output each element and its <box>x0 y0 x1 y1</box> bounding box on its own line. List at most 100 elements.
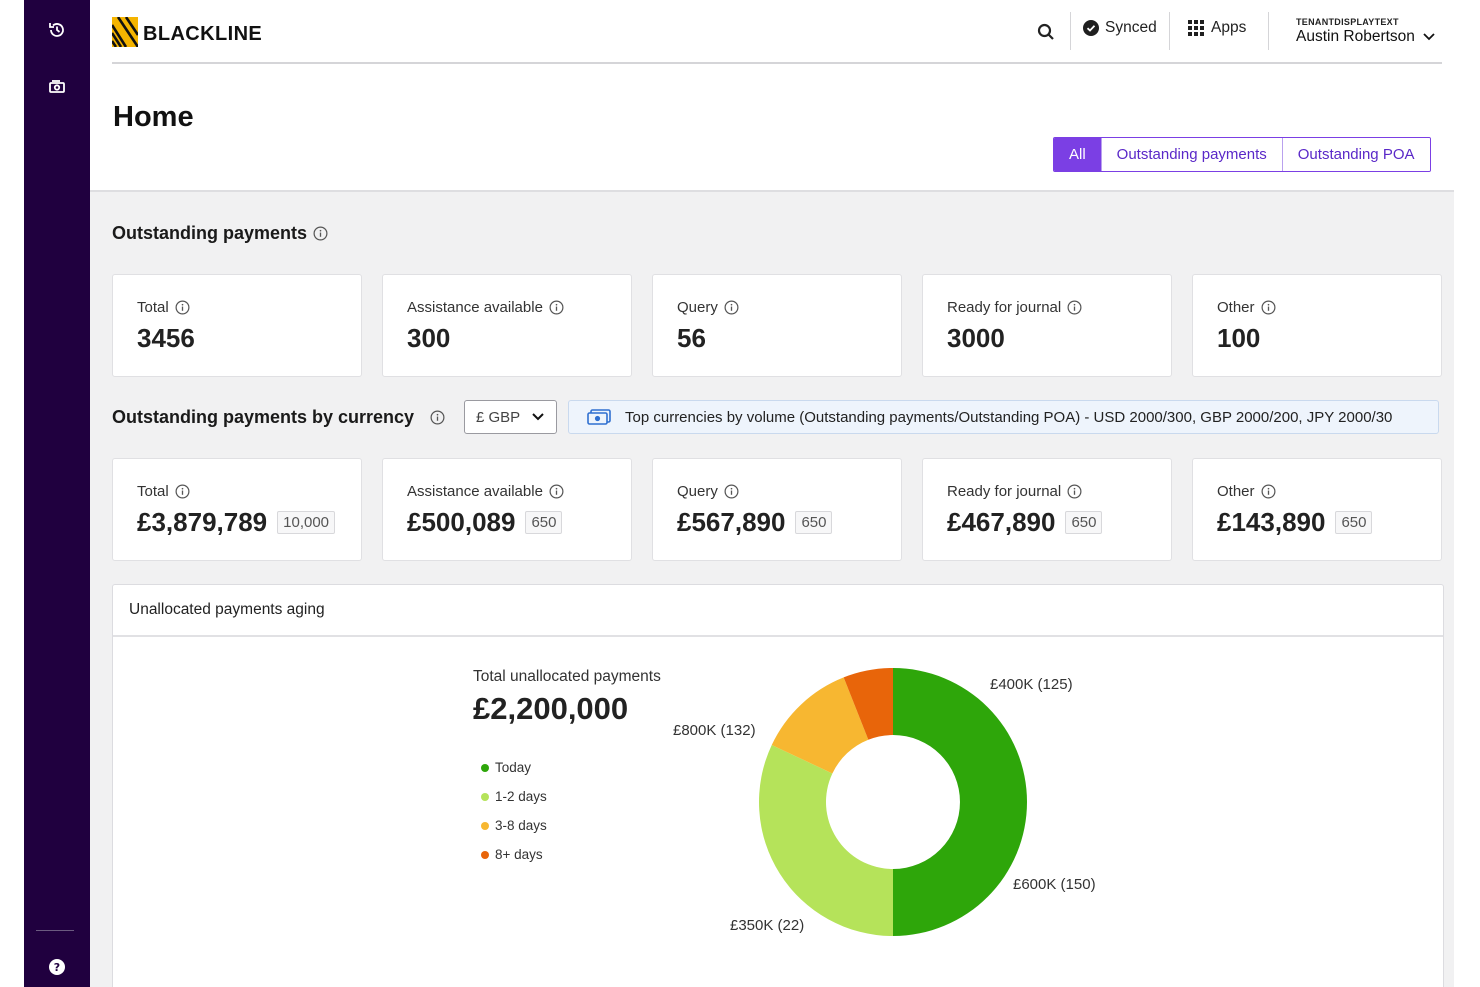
chevron-down-icon <box>532 413 544 421</box>
count-badge: 650 <box>525 511 563 534</box>
donut-slice[interactable] <box>771 677 869 774</box>
user-name: Austin Robertson <box>1296 28 1415 45</box>
info-icon[interactable] <box>1261 300 1276 315</box>
kpi-label: Other <box>1217 483 1255 500</box>
left-rail: ? <box>24 0 90 987</box>
slice-label: £600K (150) <box>1013 876 1096 893</box>
synced-label: Synced <box>1105 19 1157 36</box>
kpi-card[interactable]: Total £3,879,789 10,000 <box>112 458 362 561</box>
kpi-value: 100 <box>1217 323 1261 353</box>
slice-label: £400K (125) <box>990 676 1073 693</box>
total-unallocated-label: Total unallocated payments <box>473 668 661 685</box>
kpi-label: Query <box>677 483 718 500</box>
kpi-card[interactable]: Other 100 <box>1192 274 1442 377</box>
info-icon[interactable] <box>724 484 739 499</box>
count-badge: 10,000 <box>277 511 336 534</box>
tenant-name: TENANTDISPLAYTEXT <box>1296 17 1399 27</box>
apps-button[interactable]: Apps <box>1188 19 1246 37</box>
total-unallocated-value: £2,200,000 <box>473 691 629 726</box>
kpi-card[interactable]: Total 3456 <box>112 274 362 377</box>
cash-exchange-icon[interactable] <box>44 74 70 100</box>
kpi-card[interactable]: Query 56 <box>652 274 902 377</box>
banner-text: Top currencies by volume (Outstanding pa… <box>625 408 1393 426</box>
section-title: Outstanding payments by currency <box>112 407 415 427</box>
brand-logo[interactable]: BLACKLINE <box>112 17 262 47</box>
grid-icon <box>1188 20 1204 36</box>
info-icon[interactable] <box>175 484 190 499</box>
user-menu[interactable]: TENANTDISPLAYTEXT Austin Robertson <box>1296 17 1435 46</box>
legend-item[interactable]: 3-8 days <box>481 811 547 840</box>
kpi-label: Assistance available <box>407 299 543 316</box>
slice-label: £350K (22) <box>730 917 805 934</box>
kpi-value: 3000 <box>947 323 1005 353</box>
filter-all[interactable]: All <box>1054 138 1101 171</box>
kpi-label: Ready for journal <box>947 299 1062 316</box>
info-icon[interactable] <box>549 484 564 499</box>
legend-swatch <box>481 763 489 772</box>
info-icon[interactable] <box>549 300 564 315</box>
kpi-label: Other <box>1217 299 1255 316</box>
kpi-value: £567,890 <box>677 507 786 537</box>
currency-select[interactable]: £ GBP <box>464 400 557 434</box>
blackline-logo-icon <box>112 17 138 47</box>
legend-label: Today <box>495 760 532 775</box>
top-currencies-banner: Top currencies by volume (Outstanding pa… <box>568 400 1439 434</box>
kpi-card[interactable]: Query £567,890 650 <box>652 458 902 561</box>
check-circle-icon <box>1083 20 1099 36</box>
kpi-value: 300 <box>407 323 451 353</box>
info-icon[interactable] <box>1067 484 1082 499</box>
kpi-value: £467,890 <box>947 507 1056 537</box>
aging-panel: Unallocated payments aging Total unalloc… <box>112 584 1444 987</box>
view-filter: All Outstanding payments Outstanding POA <box>1053 137 1431 172</box>
legend-item[interactable]: 1-2 days <box>481 782 547 811</box>
aging-donut-chart <box>759 668 1027 936</box>
kpi-card[interactable]: Ready for journal £467,890 650 <box>922 458 1172 561</box>
slice-label: £800K (132) <box>673 722 756 739</box>
history-icon[interactable] <box>44 17 70 43</box>
kpi-value: £500,089 <box>407 507 516 537</box>
header-divider <box>1268 12 1269 50</box>
donut-slice[interactable] <box>759 744 893 936</box>
outstanding-payments-heading: Outstanding payments <box>112 223 328 244</box>
currency-value: £ GBP <box>476 408 521 426</box>
page-title: Home <box>113 101 194 133</box>
legend-swatch <box>481 821 489 830</box>
kpi-value: £3,879,789 <box>137 507 268 537</box>
info-icon[interactable] <box>313 226 328 241</box>
filter-outstanding-poa[interactable]: Outstanding POA <box>1281 138 1430 171</box>
kpi-card[interactable]: Assistance available £500,089 650 <box>382 458 632 561</box>
kpi-card[interactable]: Other £143,890 650 <box>1192 458 1442 561</box>
help-icon[interactable]: ? <box>44 954 70 980</box>
legend-item[interactable]: 8+ days <box>481 840 547 869</box>
kpi-card[interactable]: Ready for journal 3000 <box>922 274 1172 377</box>
kpi-value: 56 <box>677 323 706 353</box>
info-icon[interactable] <box>175 300 190 315</box>
kpi-label: Query <box>677 299 718 316</box>
legend-label: 8+ days <box>495 847 543 862</box>
panel-title: Unallocated payments aging <box>113 585 1443 637</box>
legend-swatch <box>481 850 489 859</box>
search-icon[interactable] <box>1034 20 1058 44</box>
count-badge: 650 <box>1065 511 1103 534</box>
kpi-card[interactable]: Assistance available 300 <box>382 274 632 377</box>
kpi-label: Assistance available <box>407 483 543 500</box>
svg-text:?: ? <box>54 961 60 974</box>
legend-swatch <box>481 792 489 801</box>
chevron-down-icon <box>1423 33 1435 41</box>
brand-name: BLACKLINE <box>143 22 263 45</box>
info-icon[interactable] <box>1067 300 1082 315</box>
kpi-value: £143,890 <box>1217 507 1326 537</box>
kpi-value: 3456 <box>137 323 195 353</box>
donut-slice[interactable] <box>843 668 893 740</box>
info-icon[interactable] <box>430 410 445 425</box>
info-icon[interactable] <box>1261 484 1276 499</box>
rail-divider <box>36 930 74 931</box>
info-icon[interactable] <box>724 300 739 315</box>
donut-slice[interactable] <box>893 668 1027 936</box>
header-divider <box>1169 12 1170 50</box>
legend-item[interactable]: Today <box>481 753 547 782</box>
legend-label: 1-2 days <box>495 789 547 804</box>
chart-legend: Today 1-2 days 3-8 days 8+ days <box>481 753 547 869</box>
filter-outstanding-payments[interactable]: Outstanding payments <box>1100 138 1282 171</box>
sync-status: Synced <box>1083 19 1157 37</box>
